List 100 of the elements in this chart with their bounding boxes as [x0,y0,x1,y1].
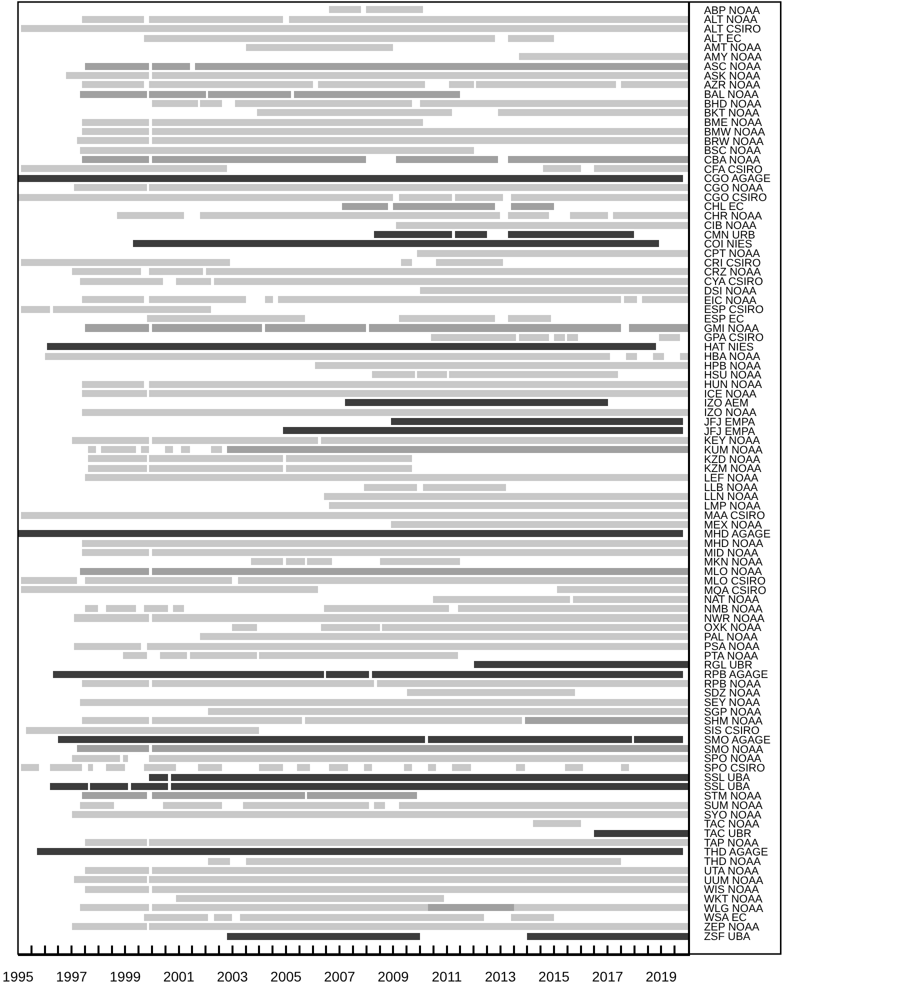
bar [85,867,149,874]
bar [214,914,232,921]
bar [211,446,222,453]
bar [88,455,147,462]
bar [106,764,125,771]
bar [149,455,283,462]
bar [131,783,168,790]
bar [144,35,495,42]
bar [399,802,688,809]
bar [45,353,610,360]
bar [141,446,149,453]
bar [149,16,283,23]
bar [420,287,688,294]
x-tick-label: 1997 [56,968,88,985]
bar [173,605,184,612]
x-tick-label: 1995 [2,968,34,985]
bar [85,577,232,584]
y-tick-label: NMB NOAA [704,603,764,616]
bar [243,802,369,809]
bar [18,530,683,537]
bar [149,184,688,191]
y-tick-label: UTA NOAA [704,865,760,878]
bar [144,605,168,612]
bar [573,596,688,603]
bar [144,764,176,771]
bar [307,558,332,565]
bar [200,212,500,219]
bar [190,652,257,659]
bar [567,334,578,341]
bar [77,137,149,144]
bar [85,605,98,612]
bar [80,802,114,809]
bar [82,717,149,724]
bar [642,296,688,303]
bar [47,343,656,350]
bar [624,296,637,303]
y-tick-label: DSI NOAA [704,285,758,298]
y-tick-label: SMO AGAGE [704,734,771,746]
bar [53,671,324,678]
bar [152,137,688,144]
bar [305,717,522,724]
bar [374,802,385,809]
y-tick-label: TAC UBR [704,828,752,840]
bar [21,586,318,593]
bar [404,764,412,771]
bar [82,381,144,388]
x-tick-label: 2003 [216,968,248,985]
bar [519,334,549,341]
bar [149,390,688,397]
bar [152,886,688,893]
bar [82,128,149,135]
bar [53,306,211,313]
bar [21,577,77,584]
bar [235,100,412,107]
bar [149,876,688,883]
bar [634,736,683,743]
bar [324,605,449,612]
y-tick-label: ZSF UBA [704,930,752,943]
bar [50,783,88,790]
bar [283,427,683,434]
bar [527,933,688,940]
bar [455,194,503,201]
y-tick-label: BMW NOAA [704,126,766,138]
x-tick-label: 2013 [484,968,516,985]
bar [149,774,168,781]
bar [85,839,147,846]
bar [80,278,163,285]
bar [554,334,565,341]
bar [476,81,616,88]
y-tick-label: CBA NOAA [704,154,761,166]
bar [326,671,369,678]
bar [18,175,683,182]
bar [90,783,128,790]
bar [21,764,39,771]
y-tick-label: MHD NOAA [704,538,764,550]
bar [511,914,554,921]
y-tick-label: PSA NOAA [704,640,760,653]
bar [152,717,302,724]
bar [594,165,688,172]
bar [382,624,688,631]
bar [74,184,147,191]
bar [88,446,96,453]
bar [200,633,688,640]
bar [428,764,436,771]
bar [286,455,412,462]
bar [508,315,551,322]
bar [653,353,664,360]
bar [206,268,688,275]
bar [80,699,688,706]
x-tick-label: 2007 [324,968,356,985]
bar [88,764,93,771]
y-tick-label: BAL NOAA [704,88,760,101]
bar [80,904,149,911]
bar [85,474,688,481]
bar [374,231,452,238]
bar [680,353,688,360]
x-tick-label: 2019 [646,968,677,985]
bar [508,212,549,219]
bar [123,652,147,659]
bar [72,755,120,762]
